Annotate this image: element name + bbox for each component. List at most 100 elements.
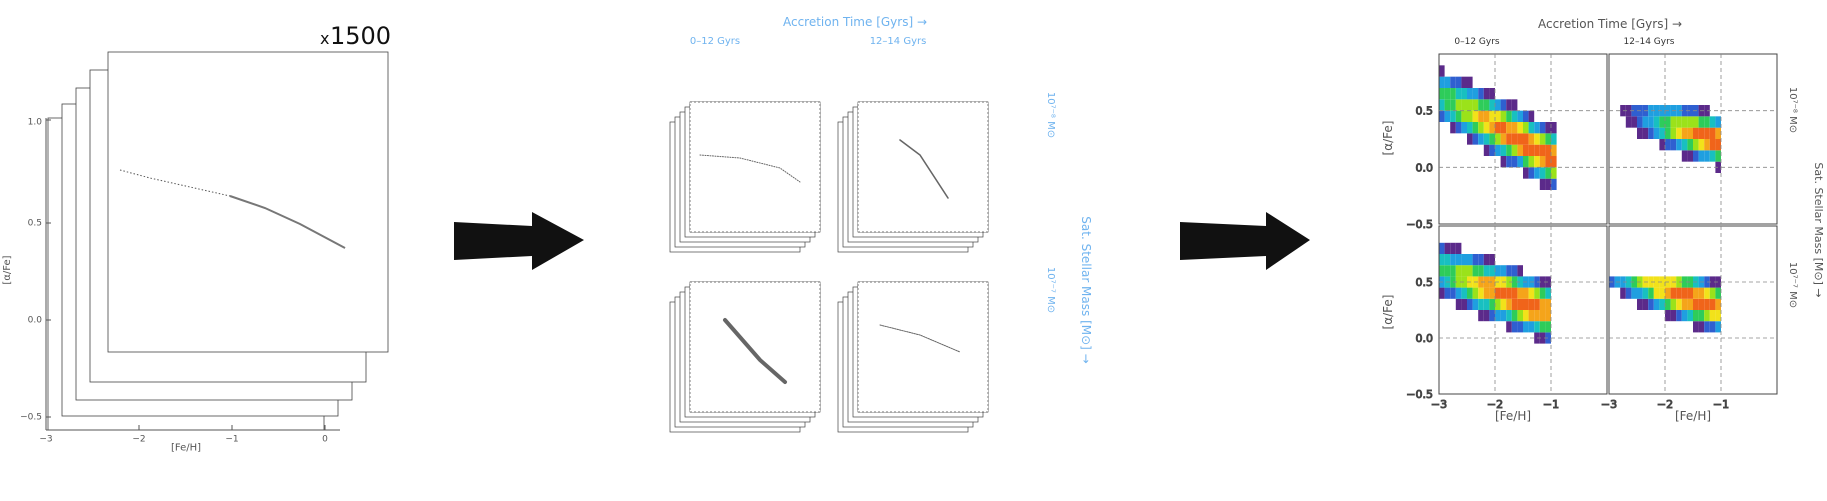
heatmap-cell (1539, 332, 1546, 344)
heatmap-cell (1539, 298, 1546, 310)
heatmap-cell (1489, 99, 1495, 111)
heatmap-cell (1681, 139, 1688, 151)
heatmap-cell (1653, 116, 1660, 128)
heatmap-cell (1472, 110, 1479, 122)
panel-single-scatter: −3 −2 −1 0 −0.5 0.0 0.5 1.0 [Fe/H] [α/Fe… (2, 22, 391, 453)
heatmap-cell (1659, 105, 1665, 117)
heatmap-cell (1495, 265, 1501, 277)
heatmap-cell (1648, 116, 1654, 128)
heatmap-cell (1478, 133, 1484, 145)
x-tick-label: −1 (225, 435, 238, 445)
accretion-time-title: Accretion Time [Gyrs] → (1538, 17, 1682, 31)
heatmap-cell (1455, 76, 1462, 88)
heatmap-cell (1500, 144, 1507, 156)
heatmap-cell (1467, 298, 1473, 310)
row-label-top: 10⁷⁻⁸ M⊙ (1787, 87, 1798, 133)
heatmap-cell (1478, 254, 1484, 266)
y-tick-label: 0.5 (28, 219, 42, 229)
heatmap-cell (1681, 127, 1688, 139)
heatmap-cell (1455, 122, 1462, 134)
heatmap-cell (1523, 298, 1529, 310)
heatmap-cell (1444, 88, 1451, 100)
heatmap-cell (1698, 287, 1705, 299)
heatmap-cell (1439, 110, 1445, 122)
heatmap-cell (1483, 254, 1490, 266)
heatmap-cell (1517, 310, 1523, 322)
heatmap-cell (1506, 321, 1512, 333)
heatmap-cell (1687, 139, 1693, 151)
heatmap-cell (1653, 287, 1660, 299)
heatmap-cell (1528, 156, 1535, 168)
heatmap-cell (1648, 127, 1654, 139)
heatmap-cell (1483, 88, 1490, 100)
heatmap-cell (1455, 276, 1462, 288)
heatmap-cell (1472, 298, 1479, 310)
heatmap-cell (1534, 298, 1540, 310)
heatmap-cell (1495, 144, 1501, 156)
heatmap-cell (1500, 133, 1507, 145)
stellar-mass-title: Sat. Stellar Mass [M⊙] → (1812, 162, 1825, 297)
heatmap-cell (1670, 127, 1677, 139)
heatmap-cell (1687, 298, 1693, 310)
heatmap-cell (1483, 133, 1490, 145)
heatmap-cell (1653, 276, 1660, 288)
heatmap-cell (1625, 287, 1632, 299)
heatmap-cell (1489, 144, 1495, 156)
heatmap-cell (1534, 133, 1540, 145)
heatmap-cell (1631, 116, 1637, 128)
heatmap-cell (1545, 332, 1551, 344)
heatmap-cell (1698, 321, 1705, 333)
heatmap-cell (1715, 310, 1721, 322)
heatmap-cell (1539, 321, 1546, 333)
heatmap-cell (1545, 321, 1551, 333)
heatmap-cell (1665, 298, 1671, 310)
heatmap-cell (1551, 167, 1557, 179)
heatmap-cell (1483, 310, 1490, 322)
heatmap-cell (1715, 116, 1721, 128)
heatmap-cell (1439, 76, 1445, 88)
heatmap-cell (1517, 144, 1523, 156)
heatmap-cell (1631, 105, 1637, 117)
heatmap-cell (1489, 298, 1495, 310)
heatmap-cell (1506, 110, 1512, 122)
heatmap-cell (1455, 99, 1462, 111)
heatmap-cell (1495, 298, 1501, 310)
scatter-trace-dense (229, 195, 346, 249)
heatmap-cell (1670, 310, 1677, 322)
heatmap-cell (1704, 127, 1710, 139)
heatmap-cell (1715, 298, 1721, 310)
heatmap-cell (1625, 276, 1632, 288)
heatmap-cell (1528, 122, 1535, 134)
heatmap-cell (1439, 242, 1445, 254)
heatmap-cell (1489, 310, 1495, 322)
heatmap-cell (1450, 287, 1456, 299)
heatmap-cell (1704, 310, 1710, 322)
heatmap-cell (1450, 99, 1456, 111)
heatmap-cell (1511, 156, 1518, 168)
x-tick-label: −1 (1713, 398, 1729, 411)
heatmap-cell (1500, 122, 1507, 134)
heatmap-cell (1693, 116, 1699, 128)
heatmap-cell (1528, 287, 1535, 299)
heatmap-cell (1461, 276, 1467, 288)
heatmap-cell (1472, 287, 1479, 299)
scatter-trace (879, 324, 961, 353)
x-tick-label: −3 (1601, 398, 1617, 411)
heatmap-cell (1511, 287, 1518, 299)
y-tick-label: −0.5 (1406, 218, 1433, 231)
heatmap-cell (1715, 150, 1721, 162)
heatmap-cell (1539, 156, 1546, 168)
heatmap-cell (1517, 276, 1523, 288)
heatmap-cell (1637, 116, 1643, 128)
heatmap-cell (1506, 156, 1512, 168)
heatmap-cell (1715, 287, 1721, 299)
heatmap-cell (1511, 321, 1518, 333)
heatmap-cell (1523, 122, 1529, 134)
heatmap-cell (1709, 287, 1716, 299)
heatmap-cell (1681, 310, 1688, 322)
x-tick-label: −2 (132, 435, 145, 445)
heatmap-cell (1455, 298, 1462, 310)
heatmap-cell (1450, 110, 1456, 122)
heatmap-cell (1467, 265, 1473, 277)
right-arrow-icon (1180, 212, 1310, 270)
